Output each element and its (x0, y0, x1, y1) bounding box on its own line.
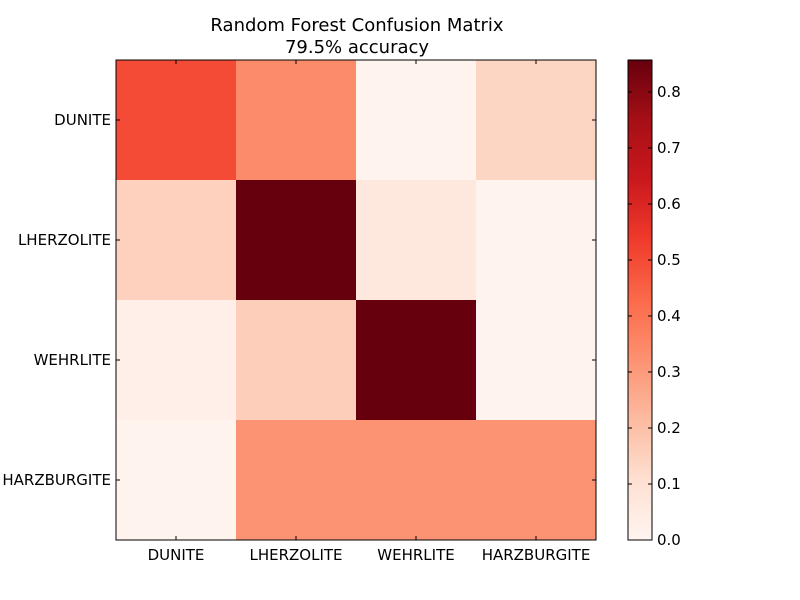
heatmap-cell-r3-c3 (476, 420, 597, 541)
colorbar (627, 59, 653, 541)
column-label: HARZBURGITE (482, 546, 591, 564)
heatmap-cell-r2-c3 (476, 300, 597, 421)
column-label: WEHRLITE (377, 546, 454, 564)
heatmap-cell-r2-c0 (116, 300, 237, 421)
chart-subtitle: 79.5% accuracy (285, 37, 429, 58)
chart-title: Random Forest Confusion Matrix (210, 15, 503, 36)
colorbar-tick-label: 0.4 (657, 307, 681, 325)
heatmap-cell-r0-c2 (356, 60, 477, 181)
column-label: DUNITE (148, 546, 205, 564)
heatmap-cell-r0-c3 (476, 60, 597, 181)
row-labels: DUNITE LHERZOLITE WEHRLITE HARZBURGITE (2, 111, 111, 489)
colorbar-tick-label: 0.6 (657, 195, 681, 213)
heatmap-cell-r3-c0 (116, 420, 237, 541)
column-labels: DUNITE LHERZOLITE WEHRLITE HARZBURGITE (148, 546, 591, 564)
column-label: LHERZOLITE (249, 546, 342, 564)
heatmap-cell-r3-c2 (356, 420, 477, 541)
row-label: HARZBURGITE (2, 471, 111, 489)
row-label: LHERZOLITE (18, 231, 111, 249)
axis-ticks (116, 60, 596, 540)
heatmap-cell-r0-c1 (236, 60, 357, 181)
colorbar-tick-label: 0.0 (657, 531, 681, 549)
colorbar-tick-label: 0.7 (657, 139, 681, 157)
heatmap-cell-r2-c2 (356, 300, 477, 421)
colorbar-ticks: 0.0 0.1 0.2 0.3 0.4 0.5 0.6 0.7 0.8 (628, 83, 681, 549)
colorbar-tick-label: 0.1 (657, 475, 681, 493)
colorbar-tick-label: 0.2 (657, 419, 681, 437)
heatmap-cell-r1-c0 (116, 180, 237, 301)
heatmap-cell-r1-c3 (476, 180, 597, 301)
heatmap-cells (116, 60, 597, 541)
colorbar-tick-label: 0.8 (657, 83, 681, 101)
heatmap-cell-r1-c2 (356, 180, 477, 301)
heatmap-cell-r2-c1 (236, 300, 357, 421)
row-label: DUNITE (54, 111, 111, 129)
heatmap-cell-r1-c1 (236, 180, 357, 301)
plot-frame (115, 59, 597, 541)
heatmap-cell-r3-c1 (236, 420, 357, 541)
colorbar-tick-label: 0.5 (657, 251, 681, 269)
colorbar-tick-label: 0.3 (657, 363, 681, 381)
row-label: WEHRLITE (34, 351, 111, 369)
heatmap-cell-r0-c0 (116, 60, 237, 181)
